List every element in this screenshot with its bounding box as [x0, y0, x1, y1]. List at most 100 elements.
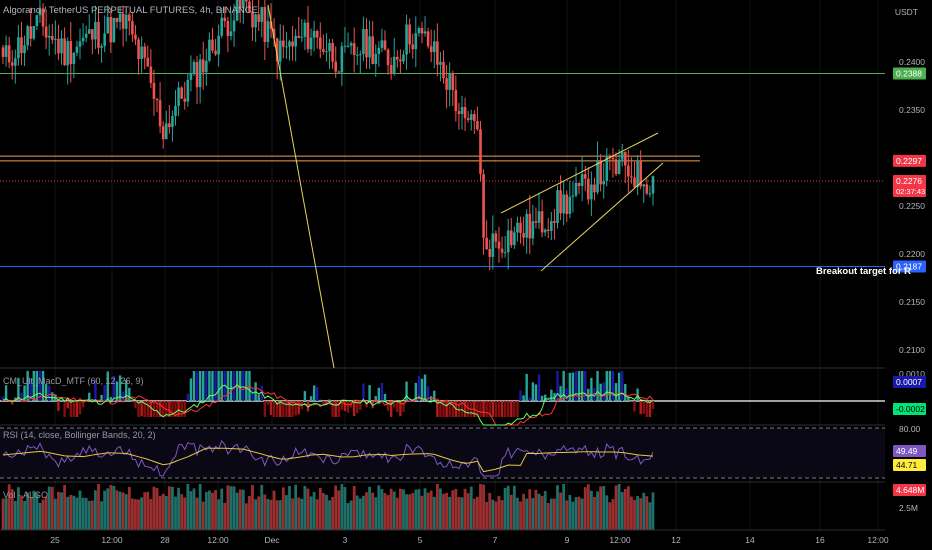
candle-body [636, 160, 639, 188]
volume-bar [155, 488, 159, 530]
volume-bar [303, 486, 307, 530]
candle-body [414, 33, 418, 50]
candle-body [602, 180, 606, 185]
volume-bar [574, 497, 578, 530]
candle-body [312, 30, 316, 38]
macd-bar [57, 401, 60, 411]
macd-bar [608, 371, 612, 401]
volume-bar [312, 492, 316, 530]
candle-body [614, 159, 618, 175]
candle-body [238, 0, 242, 9]
macd-bar [346, 401, 350, 413]
macd-bar [386, 401, 390, 411]
macd-bar [507, 401, 510, 417]
macd-bar [198, 371, 202, 401]
candle-body [562, 194, 565, 214]
macd-bar [137, 401, 140, 417]
volume-bar [626, 486, 630, 530]
volume-bar [87, 500, 91, 530]
macd-bar [257, 394, 260, 401]
candle-body [611, 157, 615, 160]
macd-bar [158, 401, 162, 417]
volume-bar [519, 501, 522, 530]
candle-body [651, 176, 655, 194]
volume-bar [389, 488, 393, 530]
volume-bar [374, 497, 378, 530]
macd-bar [186, 393, 190, 401]
volume-bar [100, 501, 103, 530]
candle-body [140, 46, 143, 60]
candle-body [20, 37, 23, 54]
volume-bar [127, 486, 131, 530]
candle-body [519, 222, 522, 234]
volume-bar [522, 493, 526, 530]
volume-bar [466, 493, 470, 530]
candle-body [198, 59, 202, 88]
rsi-indicator-label[interactable]: RSI (14, close, Bollinger Bands, 20, 2) [3, 430, 156, 440]
volume-bar [648, 502, 652, 530]
candle-body [72, 52, 76, 65]
candle-body [195, 61, 199, 88]
volume-bar [229, 486, 233, 530]
volume-bar [248, 495, 251, 530]
candle-body [374, 53, 378, 65]
candle-body [432, 41, 436, 53]
currency-label: USDT [894, 7, 918, 17]
candle-body [423, 31, 427, 34]
candle-body [587, 178, 590, 200]
candle-body [362, 29, 365, 55]
candle-body [340, 46, 344, 73]
candle-body [211, 39, 214, 51]
candle-body [531, 221, 535, 239]
volume-bar [405, 494, 408, 530]
macd-bar [189, 378, 193, 401]
candle-body [47, 35, 51, 38]
macd-indicator-label[interactable]: CM_Ult_MacD_MTF (60, 12, 26, 9) [3, 376, 144, 386]
volume-bar [1, 498, 5, 530]
volume-bar [429, 490, 433, 530]
volume-bar [328, 500, 331, 530]
volume-bar [439, 488, 442, 530]
macd-bar [81, 401, 85, 408]
candle-body [476, 121, 479, 130]
candle-body [1, 47, 5, 57]
macd-bar [488, 401, 491, 417]
volume-indicator-label[interactable]: Vol · ALGO [3, 490, 49, 500]
volume-value-badge [893, 484, 926, 496]
macd-bar [44, 384, 48, 401]
macd-bar [214, 371, 217, 401]
candle-body [494, 233, 498, 242]
price-tick-label: 0.2200 [899, 249, 925, 259]
volume-bar [7, 484, 11, 530]
macd-bar [476, 401, 479, 417]
volume-bar [164, 496, 168, 530]
macd-bar [269, 401, 273, 415]
time-tick-label: 3 [343, 535, 348, 545]
macd-bar [180, 401, 183, 417]
candle-body [63, 38, 66, 66]
volume-bar [220, 488, 224, 530]
candle-body [192, 61, 196, 74]
volume-bar [488, 492, 492, 530]
candle-body [442, 61, 445, 79]
candle-body [94, 21, 97, 40]
rsi-ma-badge-text: 44.71 [896, 460, 918, 470]
macd-bar [312, 385, 316, 401]
candle-body [309, 37, 313, 50]
macd-bar [20, 392, 23, 401]
macd-bar [445, 401, 448, 417]
candle-body [118, 13, 122, 22]
macd-bar [593, 388, 596, 401]
volume-bar [482, 484, 485, 530]
volume-bar [349, 500, 353, 530]
candle-body [60, 38, 63, 54]
volume-bar [617, 484, 621, 530]
macd-bar [149, 401, 153, 417]
volume-bar [53, 498, 57, 530]
candle-body [371, 36, 374, 65]
candle-body [245, 0, 248, 2]
candle-body [377, 47, 381, 54]
macd-bar [534, 384, 538, 401]
macd-bar [202, 371, 205, 401]
